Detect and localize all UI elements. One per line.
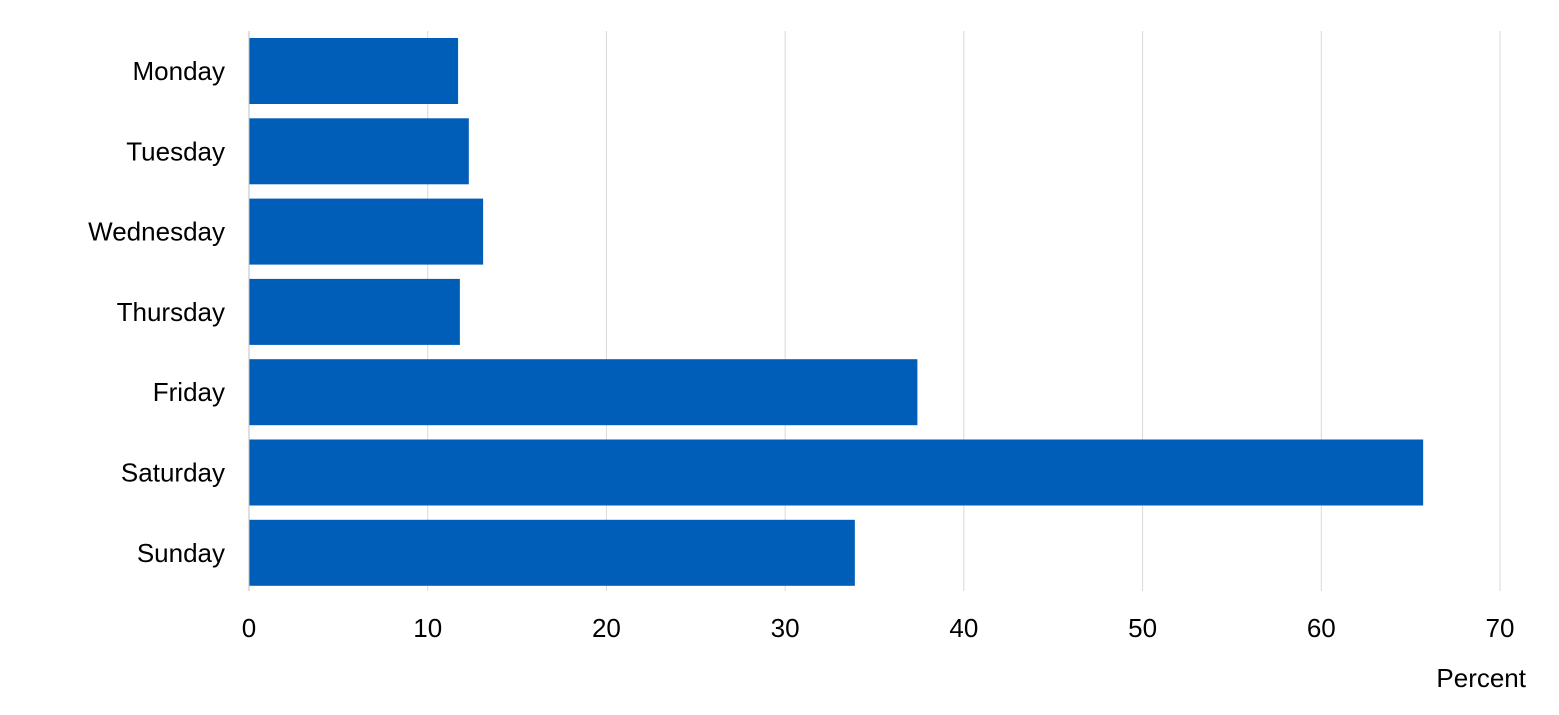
- x-tick-label: 10: [413, 613, 442, 643]
- category-label: Wednesday: [88, 217, 225, 247]
- bar-monday: [249, 38, 459, 104]
- x-tick-label: 70: [1486, 613, 1515, 643]
- x-tick-label: 30: [771, 613, 800, 643]
- x-tick-label: 0: [242, 613, 256, 643]
- x-tick-labels: 0 10 20 30 40 50 60 70: [242, 613, 1515, 643]
- bar-saturday: [249, 439, 1424, 506]
- category-label: Friday: [153, 377, 225, 407]
- x-tick-label: 40: [949, 613, 978, 643]
- x-tick-label: 60: [1307, 613, 1336, 643]
- category-label: Tuesday: [126, 136, 225, 166]
- bar-friday: [249, 359, 918, 426]
- bar-sunday: [249, 519, 855, 586]
- gridlines: [427, 31, 1501, 591]
- category-labels: Monday Tuesday Wednesday Thursday Friday Satu…: [88, 56, 225, 568]
- x-tick-label: 50: [1128, 613, 1157, 643]
- bar-wednesday: [249, 198, 484, 265]
- bar-thursday: [249, 278, 460, 345]
- category-label: Saturday: [121, 458, 225, 488]
- bars: [249, 38, 1424, 586]
- category-label: Sunday: [137, 538, 225, 568]
- bar-tuesday: [249, 118, 469, 185]
- x-axis-title: Percent: [1436, 663, 1526, 693]
- category-label: Monday: [133, 56, 226, 86]
- x-tick-label: 20: [592, 613, 621, 643]
- category-label: Thursday: [117, 297, 225, 327]
